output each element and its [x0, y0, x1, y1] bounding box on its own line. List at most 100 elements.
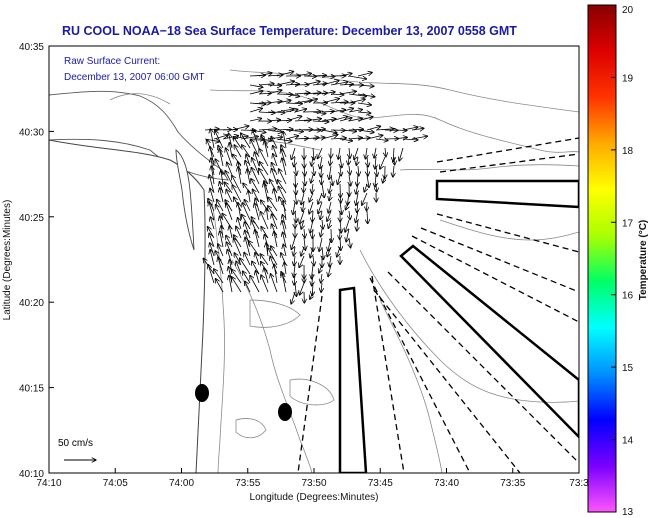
current-vector — [238, 167, 242, 185]
current-vector — [270, 274, 278, 293]
current-vector — [349, 165, 350, 175]
current-vector — [348, 94, 367, 96]
current-vector — [249, 108, 262, 113]
current-vector — [331, 174, 333, 186]
current-vector — [348, 110, 363, 113]
current-vector — [367, 210, 368, 224]
current-vector — [285, 136, 299, 140]
current-vector — [357, 117, 373, 122]
current-vector — [318, 201, 323, 214]
current-vector — [249, 91, 263, 95]
current-vector — [313, 147, 314, 160]
current-vector — [347, 192, 349, 205]
current-vector — [402, 127, 418, 131]
current-vector — [251, 167, 260, 185]
contour-line — [209, 89, 579, 153]
current-vector — [357, 219, 358, 231]
current-vector — [309, 192, 314, 202]
current-vector — [340, 201, 342, 215]
radar-range-line — [369, 277, 471, 473]
current-vector — [393, 137, 407, 139]
current-vector — [220, 231, 224, 248]
current-vector — [255, 230, 260, 248]
current-vector — [294, 93, 310, 94]
current-vector — [276, 100, 291, 103]
current-vector — [231, 126, 249, 131]
contour-line — [399, 164, 579, 171]
radar-range-line — [420, 227, 579, 293]
current-vector — [312, 129, 325, 130]
colorbar-tick-label: 14 — [622, 436, 634, 447]
current-vector — [349, 237, 351, 248]
contour-line — [235, 418, 267, 439]
current-vector — [227, 162, 233, 176]
current-vector — [310, 219, 313, 233]
current-vector — [264, 141, 269, 158]
current-vector — [294, 156, 295, 167]
current-vector — [266, 208, 268, 221]
current-vector — [283, 131, 287, 149]
radar-shadow-wedge — [435, 179, 579, 209]
current-vector — [309, 201, 314, 214]
colorbar-tick-label: 16 — [622, 291, 634, 302]
x-tick-label: 73:40 — [434, 478, 459, 489]
current-vector — [244, 200, 251, 212]
current-vector — [340, 165, 341, 176]
current-vector — [291, 147, 296, 160]
current-vector — [251, 179, 260, 194]
current-vector — [348, 138, 362, 139]
current-vector — [304, 174, 305, 186]
current-vector — [241, 133, 251, 149]
current-vector — [357, 94, 375, 97]
current-vector — [375, 174, 376, 187]
current-vector — [258, 112, 275, 113]
current-vector — [304, 228, 305, 238]
current-vector — [340, 237, 341, 251]
current-vector — [300, 282, 305, 295]
inset-current-date: December 13, 2007 06:00 GMT — [64, 72, 205, 83]
current-vector — [345, 201, 349, 210]
current-vector — [312, 228, 313, 239]
current-vector — [339, 118, 352, 122]
current-vector — [348, 129, 364, 130]
current-vector — [321, 282, 322, 292]
current-vector — [383, 174, 385, 183]
current-vector — [255, 253, 260, 266]
current-vector — [231, 277, 242, 293]
current-vector — [258, 129, 277, 130]
current-vector — [278, 186, 287, 203]
contour-line — [249, 299, 301, 328]
y-tick-label: 40:25 — [19, 213, 44, 224]
current-vector — [346, 228, 349, 242]
bathymetry-contours — [109, 69, 579, 473]
current-vector — [329, 192, 331, 201]
current-vector — [322, 246, 323, 260]
radar-shadow-wedge — [399, 244, 579, 439]
current-vector — [311, 156, 313, 166]
current-vector — [356, 156, 358, 165]
current-vector — [261, 275, 269, 293]
current-vector — [337, 246, 340, 257]
map-plot-area: 50 cm/s Raw Surface Current: December 13… — [49, 46, 579, 473]
current-vector — [249, 85, 263, 87]
current-vector — [321, 228, 323, 237]
current-vector — [295, 282, 297, 296]
current-vector — [285, 130, 303, 132]
current-vector — [271, 168, 278, 185]
current-vector — [364, 183, 367, 192]
current-vector — [267, 130, 282, 132]
current-vector — [402, 139, 418, 140]
current-vector — [340, 219, 341, 233]
current-vector — [304, 165, 305, 176]
current-vector — [267, 112, 285, 113]
colorbar-tick-label: 17 — [622, 218, 634, 229]
current-vector — [331, 228, 332, 243]
y-tick-label: 40:30 — [19, 127, 44, 138]
radar-range-line — [387, 271, 579, 464]
current-vector — [385, 147, 386, 157]
current-vector — [393, 147, 394, 162]
current-vector — [294, 273, 295, 285]
current-vector — [294, 109, 307, 112]
current-vector — [376, 183, 377, 192]
